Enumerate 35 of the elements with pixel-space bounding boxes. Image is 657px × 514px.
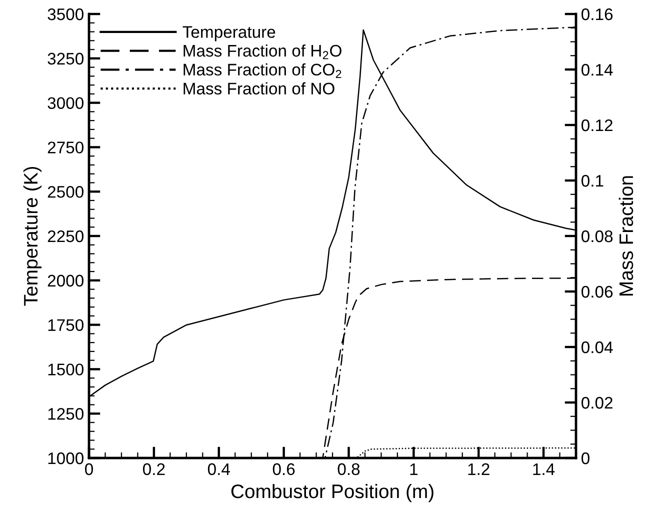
y2-tick-label: 0 bbox=[582, 452, 590, 464]
y-tick-label: 2500 bbox=[48, 186, 84, 198]
y2-tick-label: 0.06 bbox=[582, 286, 613, 298]
x-tick-label: 0.4 bbox=[208, 463, 230, 476]
y-tick-label: 3000 bbox=[48, 97, 84, 110]
y2-tick-label: 0.02 bbox=[582, 396, 612, 409]
y-tick-label: 3250 bbox=[48, 52, 84, 65]
y-axis-title: Temperature (K) bbox=[23, 166, 42, 306]
y-tick-label: 3500 bbox=[48, 8, 84, 20]
y-tick-label: 1000 bbox=[48, 452, 84, 464]
x-axis-title: Combustor Position (m) bbox=[231, 484, 434, 502]
y2-tick-label: 0.1 bbox=[582, 174, 604, 187]
y2-tick-label: 0.14 bbox=[582, 64, 613, 76]
x-tick-label: 0 bbox=[85, 463, 93, 476]
x-tick-label: 1 bbox=[410, 463, 418, 475]
x-tick-label: 0.8 bbox=[338, 463, 360, 476]
legend-label: Temperature bbox=[182, 26, 276, 42]
y-tick-label: 2750 bbox=[48, 142, 84, 154]
y-tick-label: 2250 bbox=[48, 230, 84, 242]
y-tick-label: 1750 bbox=[48, 319, 84, 332]
y-tick-label: 2000 bbox=[48, 274, 84, 287]
x-tick-label: 0.2 bbox=[143, 463, 165, 476]
legend-label: Mass Fraction of NO bbox=[184, 82, 334, 95]
legend-label: Mass Fraction of H$_{2}$O bbox=[184, 44, 342, 60]
y-tick-label: 1250 bbox=[48, 408, 84, 420]
x-tick-label: 0.6 bbox=[272, 463, 295, 476]
y2-tick-label: 0.08 bbox=[582, 230, 613, 242]
y2-tick-label: 0.04 bbox=[582, 341, 613, 354]
x-tick-label: 1.4 bbox=[533, 463, 555, 475]
y2-tick-label: 0.12 bbox=[582, 119, 612, 132]
x-tick-label: 1.2 bbox=[468, 463, 490, 475]
y2-tick-label: 0.16 bbox=[582, 8, 613, 20]
legend-label: Mass Fraction of CO$_{2}$ bbox=[184, 63, 342, 78]
y-tick-label: 1500 bbox=[48, 364, 84, 376]
y2-axis-title: Mass Fraction bbox=[618, 176, 634, 296]
